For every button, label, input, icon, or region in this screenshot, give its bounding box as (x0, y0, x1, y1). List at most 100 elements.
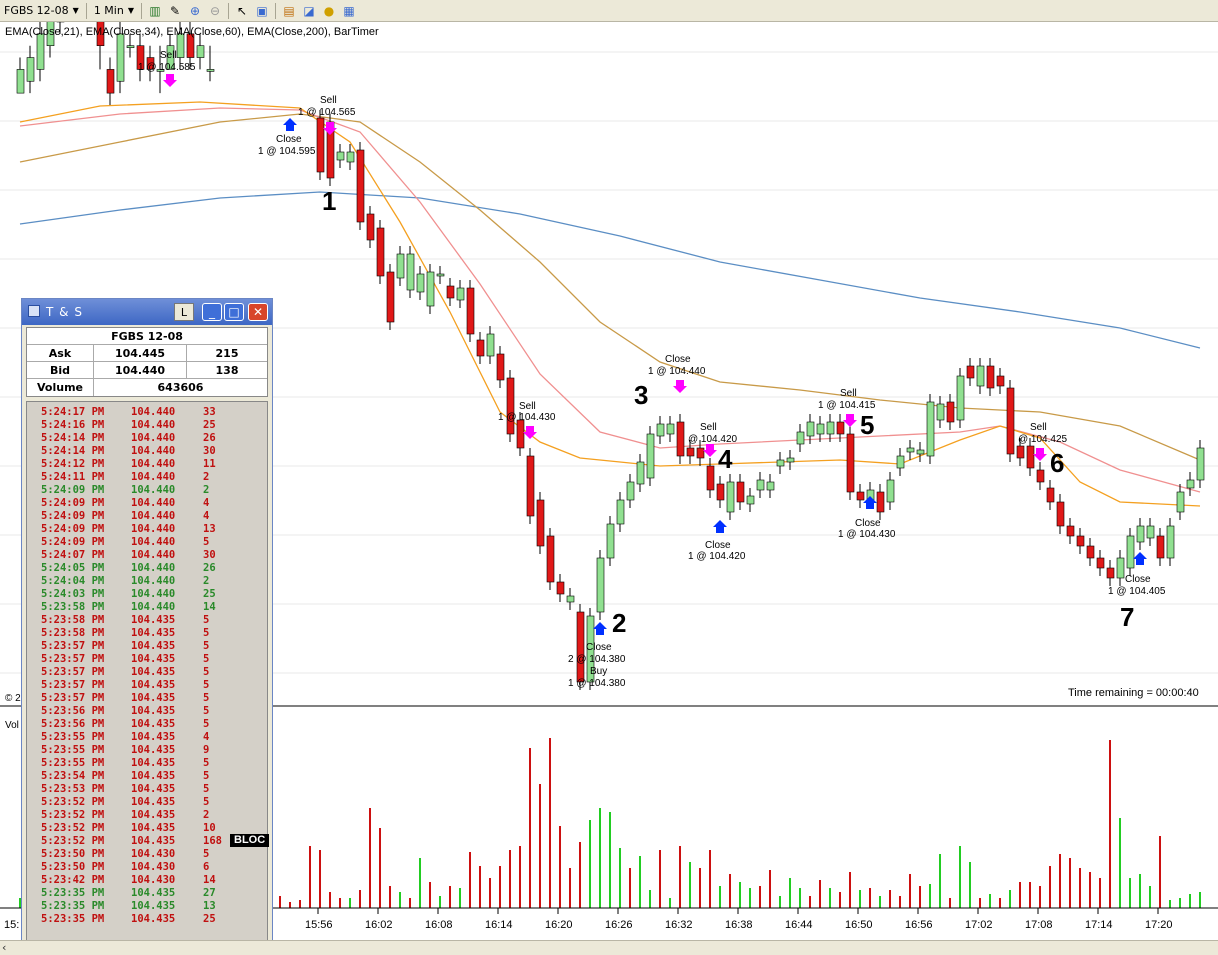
chevron-down-icon: ▼ (127, 6, 134, 15)
zoom-out-icon[interactable]: ⊖ (209, 3, 221, 18)
ts-time: 5:23:54 PM (41, 770, 105, 782)
ts-price: 104.435 (131, 913, 176, 925)
candle-body (156, 69, 165, 72)
candle-body (176, 33, 185, 58)
ts-row: 5:24:09 PM 104.440 4 (27, 497, 267, 510)
sell-arrow-icon (703, 444, 717, 457)
candle-body (356, 149, 365, 223)
candle-body (636, 461, 645, 485)
candle-body (1036, 469, 1045, 483)
trade-side-label: Sell (700, 422, 717, 433)
strategy-icon[interactable]: ● (323, 3, 335, 18)
ts-time: 5:23:57 PM (41, 640, 105, 652)
ts-row: 5:23:52 PM 104.435 168 (27, 835, 267, 848)
sell-arrow-icon (843, 414, 857, 427)
drawing-tool-icon[interactable]: ✎ (169, 3, 181, 18)
candle-body (1026, 445, 1035, 469)
ts-size: 5 (203, 627, 210, 639)
ts-price: 104.435 (131, 770, 176, 782)
candle-body (476, 339, 485, 357)
hand-mark: 5 (860, 410, 874, 440)
x-tick-label: 16:50 (845, 919, 873, 931)
maximize-icon[interactable]: □ (224, 303, 244, 321)
candle-body (196, 45, 205, 58)
candle-body (1196, 447, 1205, 481)
candle-body (366, 213, 375, 241)
ts-price: 104.440 (131, 601, 176, 613)
ts-price: 104.435 (131, 887, 176, 899)
sell-arrow-icon (323, 122, 337, 135)
ts-row: 5:23:57 PM 104.435 5 (27, 692, 267, 705)
ts-size: 13 (203, 523, 216, 535)
indicators-label: EMA(Close,21), EMA(Close,34), EMA(Close,… (5, 26, 379, 38)
ts-size: 5 (203, 679, 210, 691)
ts-price: 104.430 (131, 848, 176, 860)
candle-body (616, 499, 625, 525)
ts-row: 5:24:12 PM 104.440 11 (27, 458, 267, 471)
ts-time: 5:23:35 PM (41, 900, 105, 912)
ts-row: 5:24:11 PM 104.440 2 (27, 471, 267, 484)
data-box-icon[interactable]: ▤ (283, 3, 295, 18)
time-remaining: Time remaining = 00:00:40 (1068, 687, 1199, 699)
ts-time: 5:23:57 PM (41, 679, 105, 691)
close-icon[interactable]: ✕ (248, 303, 268, 321)
ts-time: 5:23:52 PM (41, 809, 105, 821)
candle-body (1136, 525, 1145, 543)
ts-price: 104.435 (131, 705, 176, 717)
candle-body (116, 33, 125, 82)
volume-value: 643606 (157, 381, 204, 394)
interval-dropdown[interactable]: 1 Min ▼ (90, 2, 138, 20)
candle-body (976, 365, 985, 387)
trade-side-label: Sell (320, 95, 337, 106)
ts-size: 5 (203, 640, 210, 652)
minimize-icon[interactable]: _ (202, 303, 222, 321)
ts-size: 25 (203, 913, 216, 925)
candle-body (886, 479, 895, 503)
ts-row: 5:23:55 PM 104.435 9 (27, 744, 267, 757)
hand-mark: 2 (612, 608, 626, 638)
buy-arrow-icon (1133, 552, 1147, 565)
candle-body (626, 481, 635, 501)
ts-row: 5:24:05 PM 104.440 26 (27, 562, 267, 575)
ts-price: 104.440 (131, 510, 176, 522)
properties-icon[interactable]: ▣ (256, 3, 268, 18)
ts-time: 5:23:52 PM (41, 822, 105, 834)
ts-size: 5 (203, 536, 210, 548)
trade-price-label: 1 @ 104.585 (138, 62, 196, 73)
trade-price-label: 1 @ 104.420 (688, 551, 746, 562)
time-and-sales-window[interactable]: T & S L _ □ ✕ FGBS 12-08 Ask 104.445 215… (21, 298, 273, 950)
ts-row: 5:23:56 PM 104.435 5 (27, 718, 267, 731)
candle-body (436, 273, 445, 277)
chart-trader-icon[interactable]: ▦ (343, 3, 355, 18)
ts-time: 5:23:35 PM (41, 887, 105, 899)
ts-row: 5:23:50 PM 104.430 5 (27, 848, 267, 861)
candle-body (186, 33, 195, 58)
candle-body (736, 481, 745, 503)
instrument-dropdown[interactable]: FGBS 12-08 ▼ (0, 2, 83, 20)
ts-time: 5:23:58 PM (41, 627, 105, 639)
trade-price-label: 1 @ 104.415 (818, 400, 876, 411)
x-tick-label: 17:02 (965, 919, 993, 931)
ts-size: 5 (203, 666, 210, 678)
ts-price: 104.430 (131, 861, 176, 873)
ts-size: 27 (203, 887, 216, 899)
x-tick-label: 17:14 (1085, 919, 1113, 931)
ts-price: 104.435 (131, 900, 176, 912)
candle-body (846, 433, 855, 493)
candle-body (396, 253, 405, 279)
zoom-in-icon[interactable]: ⊕ (189, 3, 201, 18)
ts-row: 5:24:17 PM 104.440 33 (27, 406, 267, 419)
ts-title-bar[interactable]: T & S L _ □ ✕ (22, 299, 272, 325)
ts-row: 5:23:35 PM 104.435 27 (27, 887, 267, 900)
cursor-icon[interactable]: ↖ (236, 3, 248, 18)
indicators-icon[interactable]: ◪ (303, 3, 315, 18)
candle-body (826, 421, 835, 435)
scroll-left-icon[interactable]: ‹ (2, 941, 7, 954)
candle-body (1116, 557, 1125, 579)
bar-type-icon[interactable]: ▥ (149, 3, 161, 18)
window-icon (28, 305, 40, 317)
trade-side-label: Sell (840, 388, 857, 399)
status-bar: ‹ (0, 940, 1218, 955)
ts-trade-list[interactable]: 5:24:17 PM 104.440 33 5:24:16 PM 104.440 25 5:… (26, 401, 268, 941)
link-button[interactable]: L (174, 303, 194, 321)
